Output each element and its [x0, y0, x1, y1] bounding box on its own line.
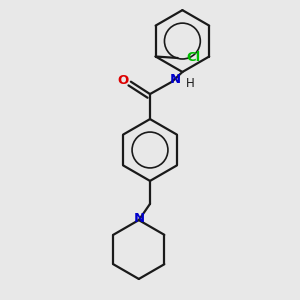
Text: O: O [118, 74, 129, 87]
Text: N: N [170, 73, 181, 86]
Text: Cl: Cl [186, 52, 200, 64]
Text: H: H [186, 77, 195, 90]
Text: N: N [134, 212, 145, 225]
